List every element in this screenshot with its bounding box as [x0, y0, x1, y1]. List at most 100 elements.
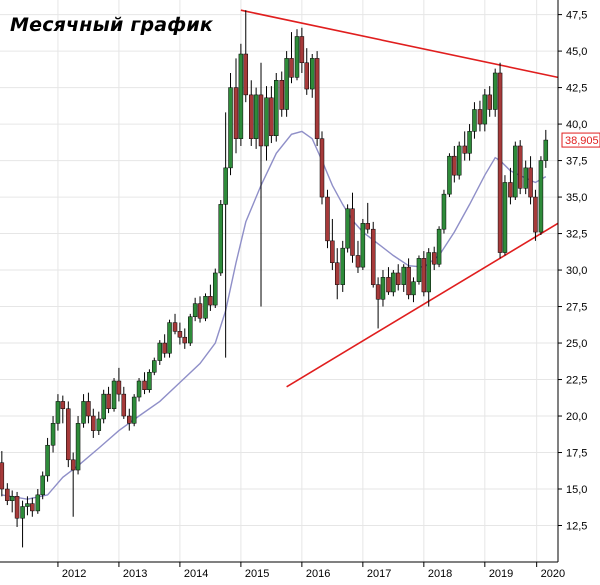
grid: [0, 0, 558, 562]
candle-body-down: [421, 258, 427, 293]
last-price-label: 38,905: [565, 135, 599, 147]
trendline: [240, 9, 559, 79]
candle: [416, 255, 422, 285]
candle: [289, 32, 294, 84]
candle: [492, 68, 498, 117]
candle: [334, 248, 340, 300]
candle: [20, 500, 25, 548]
candle: [66, 401, 71, 468]
candle: [395, 264, 401, 291]
candle-body-down: [330, 240, 335, 264]
x-tick-label: 2020: [541, 568, 565, 580]
candle: [274, 72, 279, 142]
candle-body-up: [502, 182, 508, 253]
candle-body-down: [395, 272, 401, 285]
y-tick-label: 37,5: [566, 156, 587, 168]
x-tick-label: 2013: [123, 568, 147, 580]
candle: [172, 313, 178, 335]
candle: [513, 141, 518, 200]
candle-body-down: [289, 58, 294, 78]
y-tick-label: 42,5: [566, 83, 587, 95]
candle: [294, 29, 300, 81]
candle-body-up: [228, 87, 233, 169]
candle-body-down: [30, 503, 35, 512]
candle: [9, 490, 15, 513]
candle-body-down: [497, 72, 503, 253]
candle-body-up: [223, 167, 228, 205]
candle: [543, 129, 549, 168]
candle: [502, 175, 508, 256]
y-tick-label: 15,0: [566, 484, 587, 496]
candle-body-down: [355, 255, 361, 268]
candle-body-up: [147, 371, 152, 391]
candle: [192, 297, 198, 322]
candle: [253, 87, 259, 149]
candle: [203, 293, 208, 322]
last-price-badge: [561, 132, 600, 148]
candle: [70, 452, 76, 517]
candle-body-down: [172, 322, 178, 332]
candle: [40, 471, 45, 500]
candle: [411, 277, 416, 303]
candle-body-up: [213, 272, 218, 306]
candle-body-up: [456, 145, 462, 176]
moving-average: [1, 130, 547, 500]
candle: [350, 192, 355, 263]
candle: [309, 54, 315, 98]
candle-body-down: [375, 284, 381, 300]
trendline: [286, 222, 559, 388]
candle: [5, 483, 10, 506]
candle-body-down: [121, 393, 127, 417]
candle-body-down: [177, 331, 183, 338]
candle-body-down: [162, 342, 167, 354]
candle: [533, 189, 538, 241]
candle-body-down: [528, 167, 533, 198]
y-tick-label: 40,0: [566, 119, 587, 131]
candle-body-up: [411, 281, 416, 296]
candle: [131, 394, 137, 427]
candle: [477, 100, 483, 132]
candle: [487, 86, 492, 117]
candle: [101, 389, 106, 424]
candle-body-up: [157, 342, 163, 361]
trendlines: [240, 9, 559, 388]
candle: [421, 251, 427, 297]
candle: [314, 51, 320, 146]
candle: [508, 167, 513, 205]
candle: [50, 416, 56, 453]
candle: [75, 416, 81, 475]
candle: [182, 328, 188, 349]
candle-body-up: [111, 380, 117, 409]
candle-body-down: [462, 145, 467, 154]
candle-body-down: [365, 223, 370, 230]
candle: [258, 62, 264, 307]
candle: [304, 48, 309, 95]
candle-body-down: [487, 94, 492, 110]
candle: [279, 71, 284, 117]
candle: [467, 124, 472, 161]
candle-body-up: [167, 322, 172, 354]
x-tick-label: 2015: [245, 568, 269, 580]
y-tick-label: 45,0: [566, 46, 587, 58]
candle: [55, 394, 61, 431]
candle-body-down: [142, 380, 147, 391]
x-tick-label: 2016: [306, 568, 330, 580]
candle-body-down: [452, 155, 457, 176]
plot-background: [0, 0, 558, 562]
candle: [96, 411, 102, 436]
candle: [370, 221, 376, 288]
candle: [213, 268, 218, 309]
y-tick-label: 35,0: [566, 192, 587, 204]
x-tick-label: 2017: [367, 568, 391, 580]
x-tick-label: 2012: [62, 568, 86, 580]
candle-body-down: [370, 228, 376, 285]
candle-body-up: [513, 145, 518, 198]
candle-body-down: [508, 182, 513, 198]
x-tick-label: 2018: [428, 568, 452, 580]
candle-body-up: [472, 109, 477, 132]
candle-body-up: [416, 258, 422, 282]
candle-body-up: [152, 360, 157, 373]
candle-body-down: [91, 415, 96, 431]
candle: [452, 145, 457, 183]
candle-body-up: [81, 401, 86, 424]
